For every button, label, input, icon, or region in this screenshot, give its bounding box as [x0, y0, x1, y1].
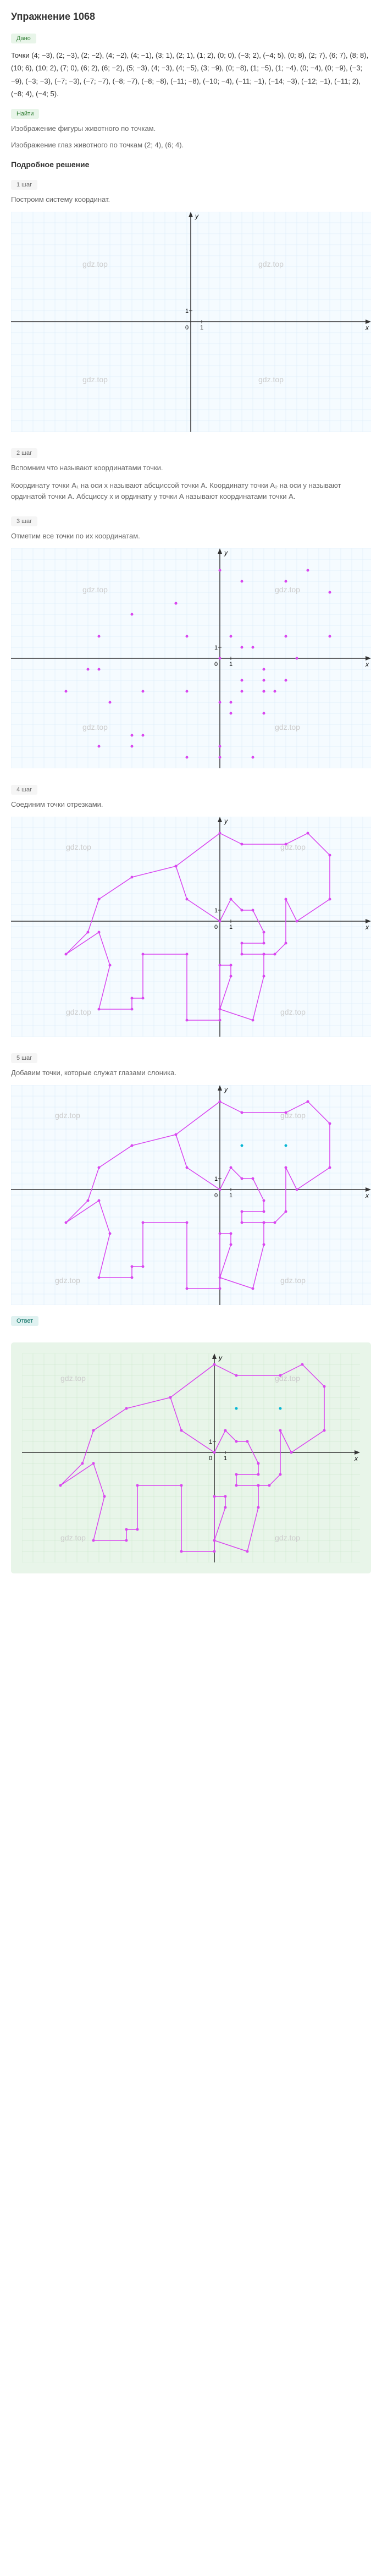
svg-text:1: 1 — [214, 645, 218, 651]
svg-text:x: x — [354, 1455, 358, 1462]
solution-title: Подробное решение — [11, 160, 371, 169]
step-4-badge: 4 шаг — [11, 785, 37, 795]
svg-text:gdz.top: gdz.top — [280, 1276, 306, 1285]
svg-text:y: y — [224, 549, 228, 557]
svg-text:gdz.top: gdz.top — [55, 1276, 80, 1285]
step-3-text: Отметим все точки по их координатам. — [11, 532, 371, 540]
svg-text:gdz.top: gdz.top — [66, 1008, 91, 1016]
svg-text:1: 1 — [229, 1192, 232, 1199]
grid-empty: x y 0 1 1 gdz.top gdz.top gdz.top gdz.top — [11, 212, 371, 432]
answer-badge: Ответ — [11, 1316, 38, 1326]
step-5-badge: 5 шаг — [11, 1053, 37, 1063]
given-badge: Дано — [11, 34, 36, 43]
points-values: (4; −3), (2; −3), (2; −2), (4; −2), (4; … — [11, 51, 368, 98]
find-text-2: Изображение глаз животного по точкам (2;… — [11, 141, 371, 149]
svg-text:gdz.top: gdz.top — [280, 1111, 306, 1120]
svg-text:gdz.top: gdz.top — [275, 1533, 300, 1542]
svg-text:gdz.top: gdz.top — [60, 1533, 86, 1542]
svg-text:gdz.top: gdz.top — [82, 585, 108, 594]
svg-text:gdz.top: gdz.top — [258, 375, 284, 384]
svg-text:gdz.top: gdz.top — [280, 1008, 306, 1016]
svg-text:x: x — [365, 324, 369, 332]
svg-text:gdz.top: gdz.top — [82, 260, 108, 268]
svg-text:y: y — [195, 212, 199, 220]
svg-text:gdz.top: gdz.top — [275, 585, 300, 594]
svg-text:0: 0 — [214, 661, 218, 668]
svg-text:gdz.top: gdz.top — [60, 1374, 86, 1383]
svg-text:1: 1 — [214, 1176, 218, 1182]
svg-text:gdz.top: gdz.top — [275, 1374, 300, 1383]
svg-text:1: 1 — [224, 1455, 227, 1462]
svg-text:x: x — [365, 660, 369, 668]
svg-text:gdz.top: gdz.top — [258, 260, 284, 268]
svg-text:gdz.top: gdz.top — [55, 1111, 80, 1120]
svg-text:1: 1 — [185, 308, 189, 315]
svg-text:gdz.top: gdz.top — [82, 375, 108, 384]
svg-text:0: 0 — [209, 1455, 212, 1462]
svg-text:y: y — [224, 817, 228, 825]
points-list: Точки (4; −3), (2; −3), (2; −2), (4; −2)… — [11, 49, 371, 101]
svg-text:gdz.top: gdz.top — [82, 723, 108, 731]
svg-text:1: 1 — [200, 324, 203, 331]
svg-text:0: 0 — [185, 324, 189, 331]
svg-text:1: 1 — [214, 907, 218, 914]
exercise-title: Упражнение 1068 — [11, 11, 371, 23]
step-1-text: Построим систему координат. — [11, 195, 371, 203]
step-2-definition: Координату точки A₁ на оси x называют аб… — [11, 480, 371, 503]
step-2-intro: Вспомним что называют координатами точки… — [11, 464, 371, 472]
answer-container: x y 0 1 1 gdz.top gdz.top gdz.top gdz.top — [11, 1342, 371, 1573]
svg-text:x: x — [365, 1192, 369, 1199]
step-1-badge: 1 шаг — [11, 180, 37, 190]
svg-text:y: y — [218, 1354, 223, 1362]
svg-text:1: 1 — [209, 1439, 212, 1445]
step-4-text: Соединим точки отрезками. — [11, 800, 371, 808]
svg-text:1: 1 — [229, 924, 232, 931]
step-3-badge: 3 шаг — [11, 516, 37, 526]
svg-text:y: y — [224, 1086, 228, 1093]
svg-text:gdz.top: gdz.top — [66, 843, 91, 851]
svg-text:gdz.top: gdz.top — [280, 843, 306, 851]
svg-text:x: x — [365, 923, 369, 931]
svg-text:1: 1 — [229, 661, 232, 668]
step-2-badge: 2 шаг — [11, 448, 37, 458]
grid-complete: x y 0 1 1 gdz.top gdz.top gdz.top gdz.top — [11, 1085, 371, 1305]
step-5-text: Добавим точки, которые служат глазами сл… — [11, 1069, 371, 1077]
find-text-1: Изображение фигуры животного по точкам. — [11, 124, 371, 133]
find-badge: Найти — [11, 109, 39, 119]
svg-text:0: 0 — [214, 1192, 218, 1199]
svg-text:0: 0 — [214, 924, 218, 931]
svg-text:gdz.top: gdz.top — [275, 723, 300, 731]
grid-points: x y 0 1 1 gdz.top gdz.top gdz.top gdz.top — [11, 548, 371, 768]
points-label: Точки — [11, 51, 30, 59]
grid-lines: x y 0 1 1 gdz.top gdz.top gdz.top gdz.top — [11, 817, 371, 1037]
